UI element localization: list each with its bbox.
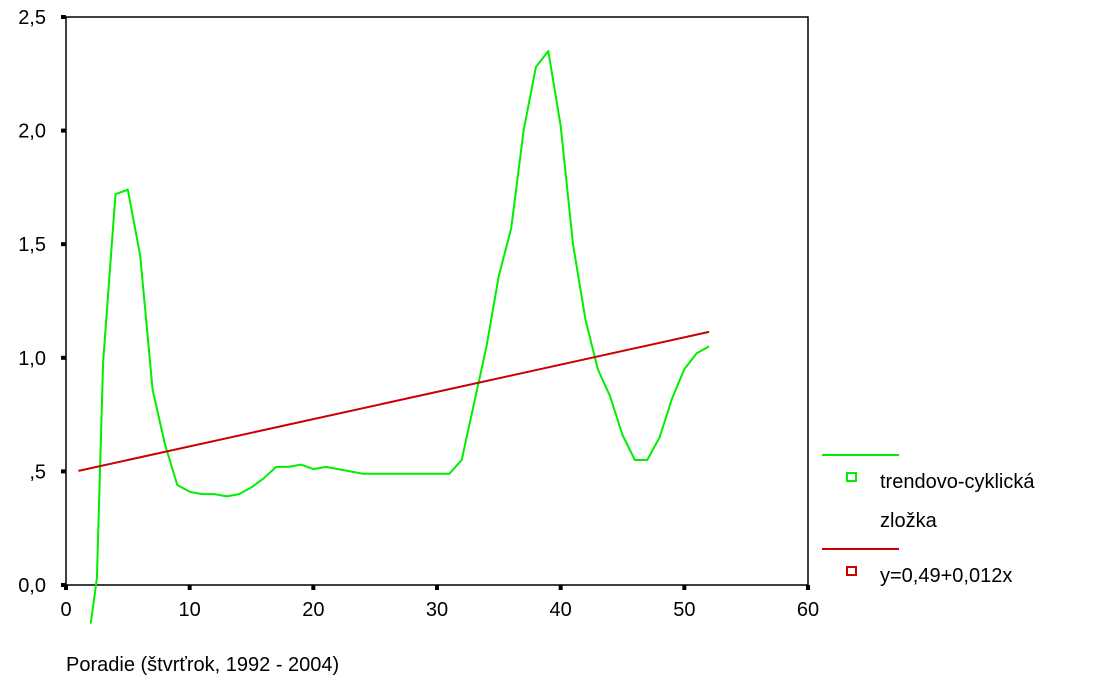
x-tick-label: 30	[426, 599, 448, 621]
x-tick-mark	[806, 585, 810, 590]
y-tick-label: 2,0	[18, 121, 46, 143]
x-axis-title: Poradie (štvrťrok, 1992 - 2004)	[66, 654, 339, 676]
series-group	[78, 50, 710, 624]
y-tick-mark	[61, 355, 66, 360]
x-tick-mark	[682, 585, 687, 590]
y-tick-mark	[61, 583, 66, 587]
x-tick-mark	[311, 585, 316, 590]
y-tick-mark	[61, 242, 66, 247]
y-tick-label: 2,5	[18, 7, 46, 29]
x-tick-mark	[558, 585, 563, 590]
x-tick-label: 60	[797, 599, 819, 621]
legend-label: zložka	[880, 510, 938, 532]
plot-frame	[65, 16, 809, 586]
x-tick-label: 20	[302, 599, 324, 621]
trend-cyclic-series-line	[89, 50, 710, 624]
x-tick-mark	[187, 585, 192, 590]
x-tick-mark	[64, 585, 68, 590]
x-tick-label: 10	[179, 599, 201, 621]
x-tick-label: 50	[673, 599, 695, 621]
x-tick-mark	[435, 585, 439, 590]
y-tick-label: ,5	[29, 461, 46, 483]
y-tick-mark	[61, 469, 66, 474]
x-tick-label: 40	[550, 599, 572, 621]
y-tick-mark	[61, 128, 66, 133]
y-tick-label: 1,0	[18, 348, 46, 370]
y-tick-mark	[61, 15, 66, 19]
legend-label: trendovo-cyklická	[880, 471, 1035, 493]
legend-label: y=0,49+0,012x	[880, 565, 1012, 587]
legend-marker	[846, 472, 857, 482]
x-axis: 0 10 20 30 40 50 60	[60, 585, 819, 621]
y-tick-label: 1,5	[18, 234, 46, 256]
y-tick-label: 0,0	[18, 575, 46, 597]
x-tick-label: 0	[60, 599, 71, 621]
y-axis: 0,0 ,5 1,0 1,5 2,0 2,5	[18, 7, 66, 597]
regression-line	[78, 330, 710, 472]
legend-marker	[846, 566, 857, 576]
legend: trendovo-cyklická zložka y=0,49+0,012x	[822, 454, 1035, 587]
